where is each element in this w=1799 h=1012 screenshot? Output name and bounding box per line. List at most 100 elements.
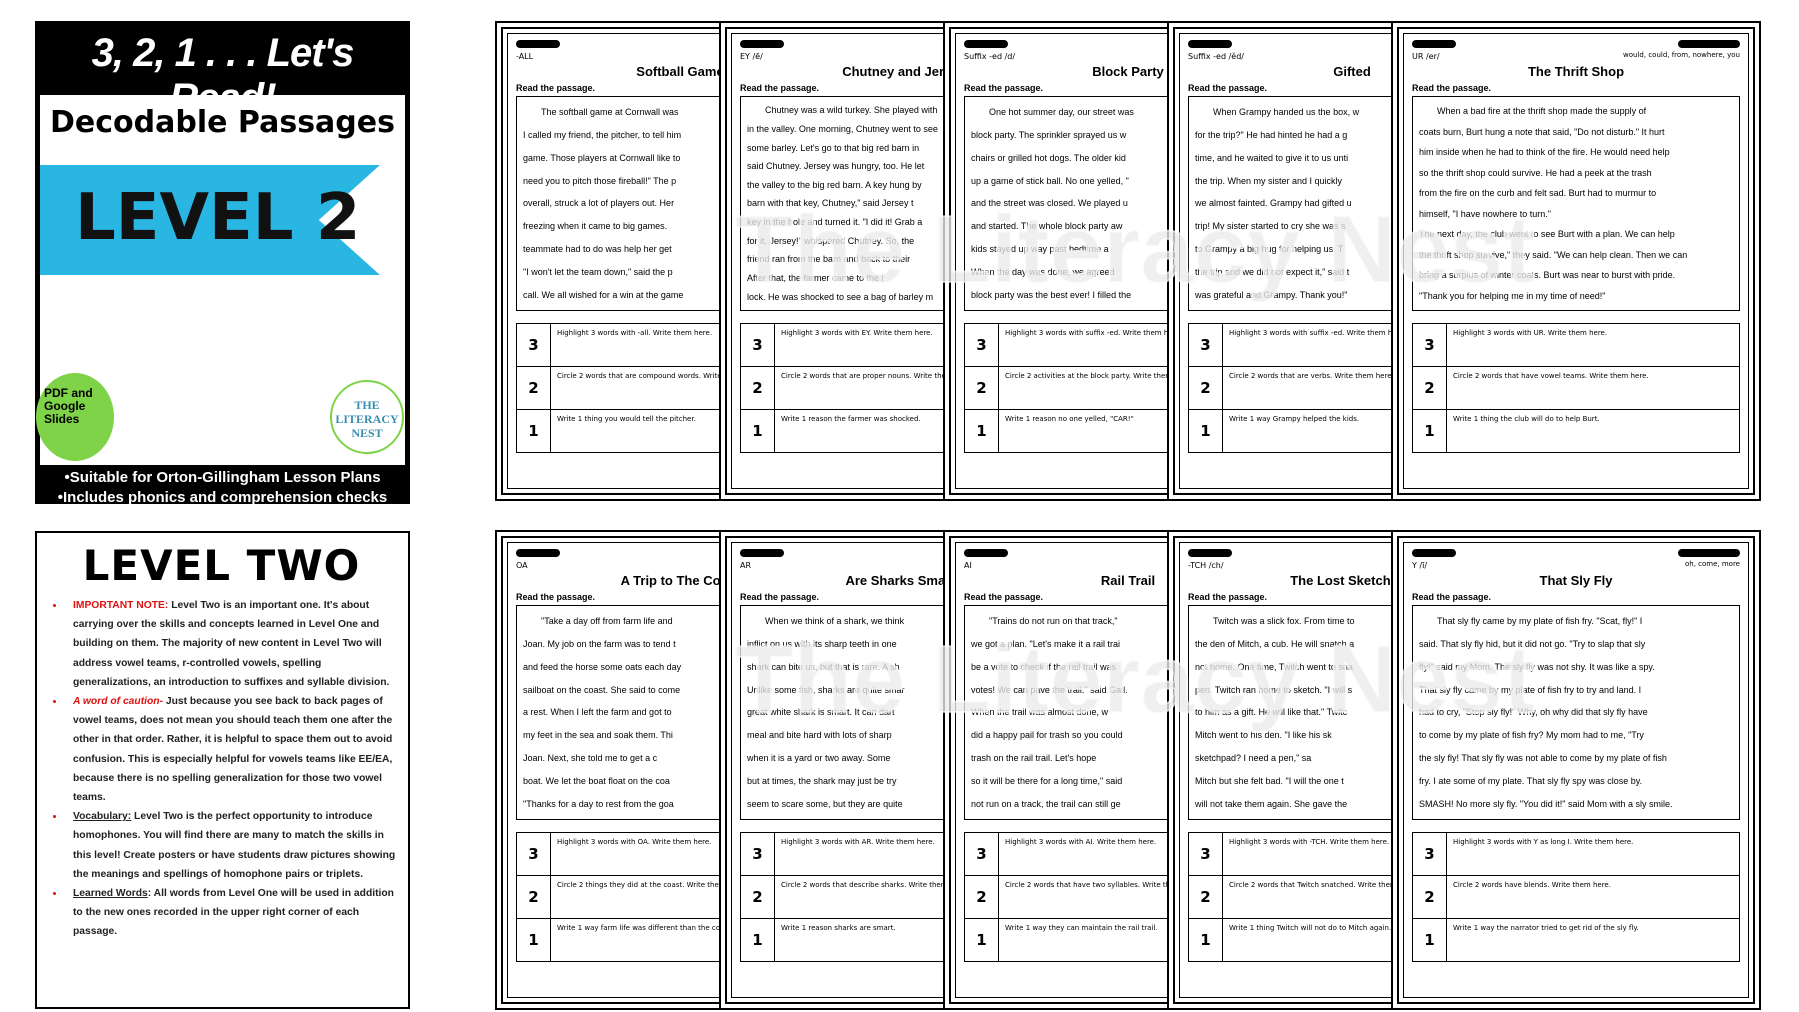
- passage-line: fry. I ate some of my plate. That sly fl…: [1419, 775, 1643, 786]
- task-number: 3: [516, 832, 551, 876]
- bullet: •Suitable for Orton-Gillingham Lesson Pl…: [64, 469, 381, 486]
- passage-line: trip! My sister started to cry she was s: [1195, 221, 1346, 232]
- cover-subtitle: Decodable Passages: [50, 105, 395, 140]
- note-lead: A word of caution-: [73, 696, 163, 708]
- task-number: 3: [964, 323, 999, 367]
- task-number: 1: [964, 918, 999, 962]
- task-number: 2: [964, 366, 999, 410]
- instruction: Read the passage.: [1412, 592, 1492, 602]
- notes-list: IMPORTANT NOTE: Level Two is an importan…: [47, 596, 396, 942]
- passage-line: pen. Twitch ran home to sketch. "I will …: [1195, 684, 1353, 695]
- worksheet: would, could, from, nowhere, you UR /er/T…: [1391, 21, 1761, 501]
- passage-line: "Thanks for a day to rest from the goa: [523, 798, 674, 809]
- task-number: 1: [740, 409, 775, 453]
- phonics-label: Suffix -ed /d/: [964, 52, 1016, 61]
- passage-line: sailboat on the coast. She said to come: [523, 684, 681, 695]
- task-number: 1: [740, 918, 775, 962]
- passage-line: to Grampy a big hug for helping us. T: [1195, 243, 1344, 254]
- note-item: Learned Words: All words from Level One …: [65, 884, 396, 942]
- words-pill: [1678, 549, 1740, 557]
- passage-line: my feet in the sea and soak them. Thi: [523, 730, 673, 741]
- passage-line: seem to scare some, but they are quite: [747, 798, 903, 809]
- task-text: Highlight 3 words with UR. Write them he…: [1446, 323, 1740, 367]
- passage-title: The Lost Sketchpad: [1290, 573, 1414, 588]
- passage-line: After that, the farmer came to the l: [747, 272, 884, 283]
- passage-line: The softball game at Cornwall was: [541, 107, 679, 118]
- task-number: 1: [964, 409, 999, 453]
- passage-line: Chutney was a wild turkey. She played wi…: [765, 105, 938, 116]
- passage-line: call. We all wished for a win at the gam…: [523, 289, 684, 300]
- passage-line: did a happy pail for trash so you could: [971, 730, 1123, 741]
- task-number: 3: [1188, 323, 1223, 367]
- words-pill: [1678, 40, 1740, 48]
- instruction: Read the passage.: [964, 83, 1044, 93]
- instruction: Read the passage.: [1188, 592, 1268, 602]
- passage-line: When the day was done, we agreed: [971, 266, 1115, 277]
- passage-line: boat. We let the boat float on the coa: [523, 775, 670, 786]
- task-number: 2: [1412, 875, 1447, 919]
- passage-line: a rest. When I left the farm and got to: [523, 707, 672, 718]
- passage-title: Chutney and Jersey: [842, 64, 966, 79]
- task-number: 3: [740, 832, 775, 876]
- passage-line: kids stayed up way past bedtime a: [971, 243, 1109, 254]
- task-text: Circle 2 words have blends. Write them h…: [1446, 875, 1740, 919]
- passage-line: block party. The sprinkler sprayed us w: [971, 130, 1127, 141]
- passage-line: When we think of a shark, we think: [765, 616, 905, 627]
- passage-line: key in the hole and turned it. "I did it…: [747, 217, 923, 228]
- passage-line: Mitch but she felt bad. "I will the one …: [1195, 775, 1344, 786]
- task-text: Circle 2 words that have vowel teams. Wr…: [1446, 366, 1740, 410]
- passage-title: Softball Game: [636, 64, 724, 79]
- passage-line: from the fire on the curb and felt sad. …: [1419, 188, 1657, 199]
- task-number: 2: [516, 366, 551, 410]
- task-number: 1: [516, 409, 551, 453]
- passage-line: "Trains do not run on that track,": [989, 616, 1118, 627]
- passage-line: coats burn, Burt hung a note that said, …: [1419, 126, 1665, 137]
- passage-line: Mitch went to his den. "I like his sk: [1195, 730, 1332, 741]
- phonics-label: AR: [740, 561, 752, 570]
- passage: "Take a day off from farm life and Joan. …: [516, 605, 844, 820]
- passage-line: When the trail was almost done, w: [971, 707, 1109, 718]
- task-number: 2: [964, 875, 999, 919]
- note-lead: Learned Words: [73, 888, 148, 900]
- passage-line: said Chutney. Jersey was hungry, too. He…: [747, 161, 925, 172]
- phonics-label: -ALL: [516, 52, 534, 61]
- passage-line: fly!" said my Mom. The sly fly was not s…: [1419, 661, 1655, 672]
- passage-line: The next day, the club went to see Burt …: [1419, 229, 1675, 240]
- passage: That sly fly came by my plate of fish fr…: [1412, 605, 1740, 820]
- passage-line: the trip and we did not expect it," said…: [1195, 266, 1350, 277]
- phonics-label: AI: [964, 561, 972, 570]
- passage-line: SMASH! No more sly fly. "You did it!" sa…: [1419, 798, 1673, 809]
- cover-bullets: •Suitable for Orton-Gillingham Lesson Pl…: [37, 468, 408, 508]
- passage-line: lock. He was shocked to see a bag of bar…: [747, 291, 934, 302]
- passage-line: Twitch was a slick fox. From time to: [1213, 616, 1355, 627]
- passage-line: Joan. My job on the farm was to tend t: [523, 639, 676, 650]
- format-badge: PDF and Google Slides: [36, 373, 114, 461]
- task-number: 3: [516, 323, 551, 367]
- passage-line: the valley to the big red barn. A key hu…: [747, 179, 922, 190]
- task-row: 2 Circle 2 words have blends. Write them …: [1412, 875, 1740, 919]
- task-number: 1: [1188, 918, 1223, 962]
- passage-title: Are Sharks Smart?: [845, 573, 963, 588]
- note-item: Vocabulary: Level Two is the perfect opp…: [65, 807, 396, 884]
- task-number: 1: [1412, 918, 1447, 962]
- cover-panel: Decodable Passages LEVEL 2 PDF and Googl…: [36, 95, 405, 465]
- passage-line: "Thank you for helping me in my time of …: [1419, 290, 1606, 301]
- note-text: Just because you see back to back pages …: [73, 696, 393, 804]
- instruction: Read the passage.: [964, 592, 1044, 602]
- task-number: 3: [1412, 832, 1447, 876]
- notes-title: LEVEL TWO: [82, 541, 361, 590]
- passage-line: barn with that key, Chutney," said Jerse…: [747, 198, 914, 209]
- passage-line: was grateful and Grampy. Thank you!": [1195, 289, 1348, 300]
- passage-line: That sly fly came by my plate of fish fr…: [1437, 616, 1643, 627]
- passage-line: some barley. Let's go to that big red ba…: [747, 142, 920, 153]
- level-label: LEVEL 2: [75, 181, 361, 255]
- passage-line: to him as a gift. He will like that." Tw…: [1195, 707, 1348, 718]
- passage: When we think of a shark, we think inflic…: [740, 605, 1068, 820]
- passage-line: Unlike some fish, sharks are quite smar: [747, 684, 905, 695]
- passage-line: great white shark is smart. It can dart: [747, 707, 895, 718]
- passage-line: "I won't let the team down," said the p: [523, 266, 673, 277]
- passage-title: Gifted: [1333, 64, 1371, 79]
- instruction: Read the passage.: [740, 592, 820, 602]
- passage-line: bring a surplus of winter coats. Burt wa…: [1419, 270, 1676, 281]
